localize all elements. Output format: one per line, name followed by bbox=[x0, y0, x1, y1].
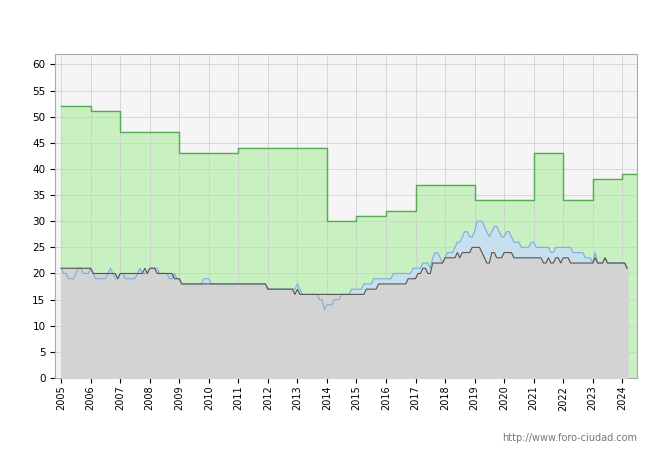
Text: http://www.foro-ciudad.com: http://www.foro-ciudad.com bbox=[502, 433, 637, 443]
Text: Muñogrande - Evolucion de la poblacion en edad de Trabajar Mayo de 2024: Muñogrande - Evolucion de la poblacion e… bbox=[73, 17, 577, 30]
